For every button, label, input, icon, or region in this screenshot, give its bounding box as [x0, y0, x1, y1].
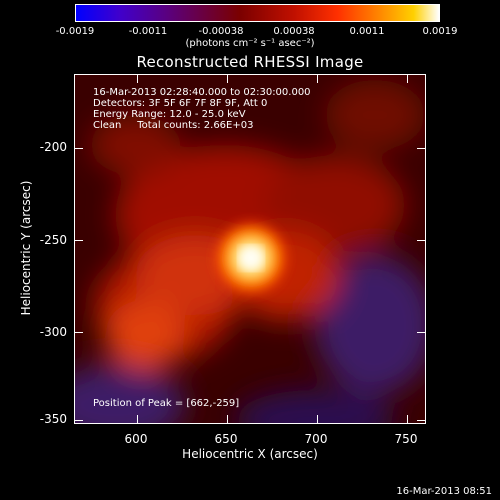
colorbar-tick: 0.0011: [349, 26, 385, 37]
y-tick-label: -200: [39, 140, 67, 154]
y-tick-label: -300: [39, 325, 67, 339]
x-tick-label: 750: [394, 432, 418, 446]
colorbar-tick: -0.00038: [198, 26, 244, 37]
info-line: Detectors: 3F 5F 6F 7F 8F 9F, Att 0: [93, 98, 268, 109]
colorbar: [75, 4, 440, 22]
peak-position: Position of Peak = [662,-259]: [93, 398, 240, 409]
solar-image: 16-Mar-2013 02:28:40.000 to 02:30:00.000…: [74, 74, 426, 424]
info-line: Clean Total counts: 2.66E+03: [93, 120, 254, 131]
colorbar-tick: -0.0019: [55, 26, 95, 37]
colorbar-tick: 0.00038: [273, 26, 315, 37]
x-axis-label: Heliocentric X (arcsec): [182, 447, 318, 461]
y-tick-label: -250: [39, 233, 67, 247]
timestamp: 16-Mar-2013 08:51: [396, 486, 492, 497]
info-line: 16-Mar-2013 02:28:40.000 to 02:30:00.000: [93, 87, 311, 98]
y-tick-label: -350: [39, 412, 67, 426]
colorbar-tick: 0.0019: [422, 26, 458, 37]
x-tick-label: 600: [124, 432, 148, 446]
colorbar-tick: -0.0011: [128, 26, 168, 37]
plot-title: Reconstructed RHESSI Image: [136, 53, 364, 71]
x-tick-label: 650: [214, 432, 238, 446]
colorbar-unit: (photons cm⁻² s⁻¹ asec⁻²): [185, 38, 315, 49]
info-line: Energy Range: 12.0 - 25.0 keV: [93, 109, 246, 120]
solar-image-heatmap: [75, 75, 425, 423]
y-axis-label: Heliocentric Y (arcsec): [19, 180, 33, 316]
x-tick-label: 700: [304, 432, 328, 446]
